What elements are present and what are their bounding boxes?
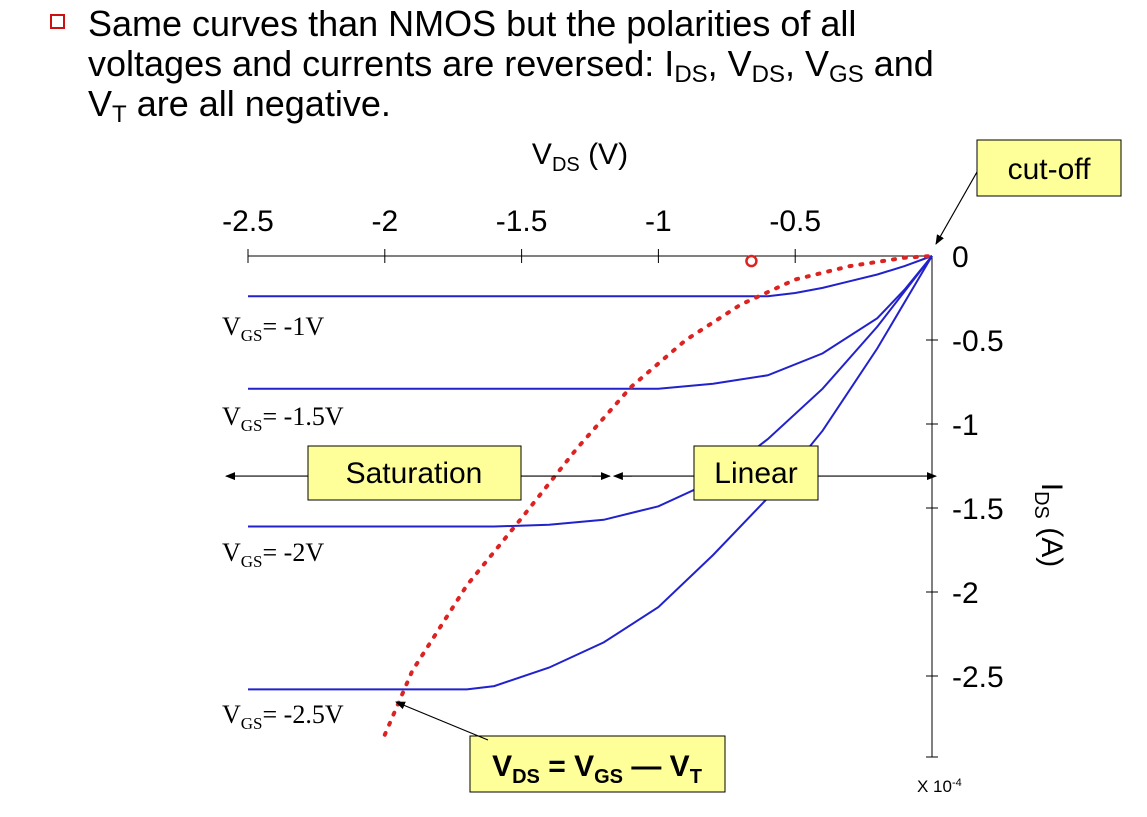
saturation-label: Saturation xyxy=(346,457,483,490)
formula-arrow xyxy=(395,701,489,741)
y-tick-label: -0.5 xyxy=(952,325,1004,358)
cutoff-label-box xyxy=(976,139,1122,197)
y-multiplier-label: X 10-4 xyxy=(917,777,962,796)
bullet-square-icon xyxy=(50,14,65,29)
curve-series-3 xyxy=(248,255,933,528)
cutoff-label: cut-off xyxy=(1008,153,1091,186)
y-axis-title: IDS (A) xyxy=(1030,483,1068,567)
series-label-1: VGS= -1V xyxy=(222,312,324,345)
y-tick-label: 0 xyxy=(952,241,969,274)
bullet-line-1: Same curves than NMOS but the polarities… xyxy=(88,3,857,44)
cutoff-arrow xyxy=(935,171,978,245)
x-tick-label: -0.5 xyxy=(769,205,821,238)
bullet-text: Same curves than NMOS but the polarities… xyxy=(88,3,934,128)
series-label-3: VGS= -2V xyxy=(222,538,324,571)
linear-label: Linear xyxy=(714,457,797,490)
curve-series-2 xyxy=(248,255,933,390)
formula-label: VDS = VGS — VT xyxy=(492,750,702,788)
x-tick-label: -1 xyxy=(645,205,672,238)
saturation-label-box xyxy=(307,445,522,501)
y-tick-label: -2.5 xyxy=(952,661,1004,694)
y-tick-label: -1 xyxy=(952,409,979,442)
bullet-line-3: VT are all negative. xyxy=(88,83,391,128)
y-tick-label: -2 xyxy=(952,577,979,610)
x-tick-label: -2 xyxy=(371,205,398,238)
curve-series-1 xyxy=(248,255,933,298)
x-axis-title: VDS (V) xyxy=(532,138,628,176)
series-label-2: VGS= -1.5V xyxy=(222,402,344,435)
y-tick-label: -1.5 xyxy=(952,493,1004,526)
formula-label-box xyxy=(469,735,726,793)
x-tick-label: -2.5 xyxy=(222,205,274,238)
saturation-boundary-curve xyxy=(382,254,934,737)
curve-series-4 xyxy=(248,255,933,691)
linear-label-box xyxy=(693,445,819,501)
x-tick-label: -1.5 xyxy=(496,205,548,238)
highlight-point xyxy=(745,254,758,268)
series-label-4: VGS= -2.5V xyxy=(222,700,344,733)
bullet-line-2: voltages and currents are reversed: IDS,… xyxy=(88,43,934,88)
